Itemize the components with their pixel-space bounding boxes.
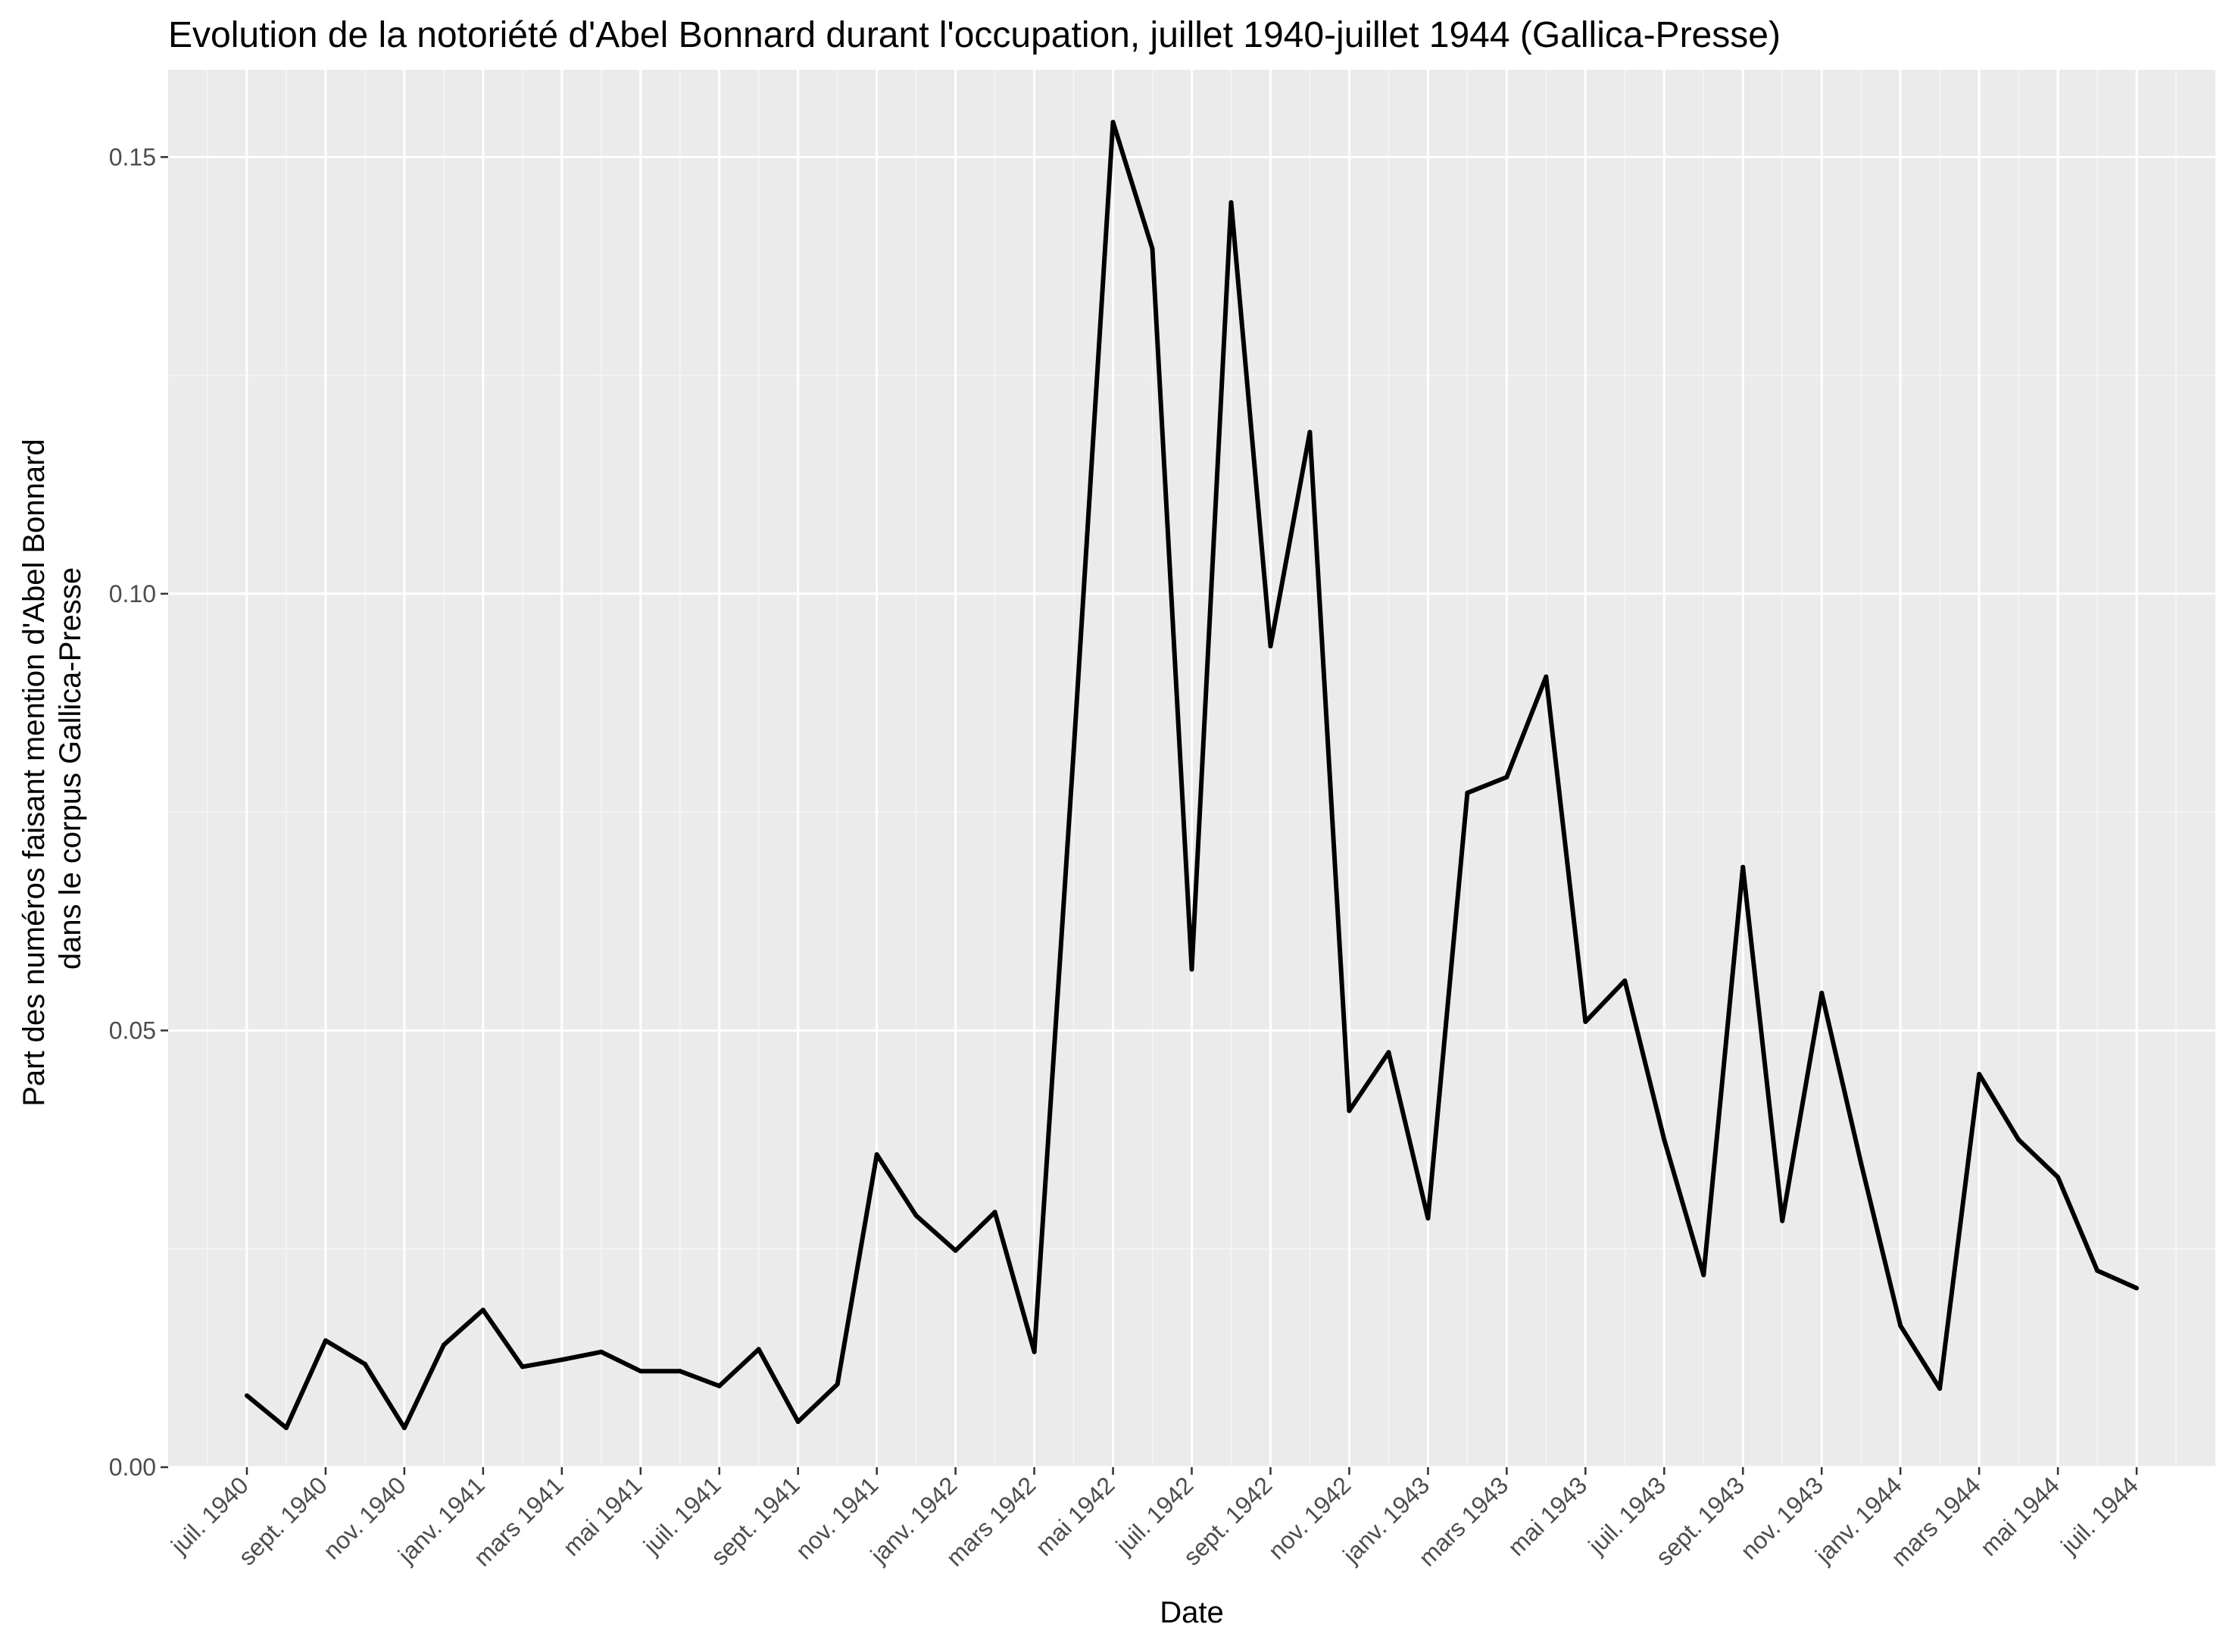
data-point (1740, 864, 1746, 870)
data-point (913, 1213, 919, 1218)
data-point (992, 1210, 997, 1215)
data-point (283, 1426, 289, 1431)
data-points (244, 120, 2140, 1431)
x-tick-label: juil. 1944 (2055, 1471, 2143, 1560)
data-point (520, 1364, 525, 1369)
data-point (716, 1383, 722, 1388)
data-point (1425, 1216, 1431, 1221)
data-point (2095, 1268, 2100, 1273)
data-point (1071, 748, 1076, 754)
data-point (1465, 790, 1470, 795)
x-axis-title: Date (1160, 1596, 1224, 1629)
grid-major (168, 70, 2215, 1469)
y-axis-title-line-2: dans le corpus Gallica-Presse (54, 567, 87, 970)
data-point (874, 1152, 879, 1157)
y-axis-title-line-1: Part des numéros faisant mention d'Abel … (17, 439, 51, 1106)
data-point (244, 1393, 249, 1398)
data-point (2056, 1175, 2061, 1180)
x-tick-label: mai 1941 (557, 1471, 648, 1561)
y-tick-label: 0.00 (109, 1454, 156, 1481)
data-point (1819, 990, 1825, 995)
data-point (401, 1426, 407, 1431)
data-point (1977, 1072, 1982, 1077)
data-point (1386, 1050, 1391, 1055)
data-point (1859, 1160, 1864, 1166)
data-point (441, 1342, 446, 1348)
data-point (2134, 1285, 2140, 1291)
data-point (795, 1419, 801, 1425)
data-point (1583, 1019, 1588, 1024)
data-point (1347, 1108, 1352, 1113)
data-point (1110, 120, 1116, 125)
data-point (1898, 1323, 1903, 1329)
data-point (677, 1369, 682, 1374)
data-point (835, 1382, 840, 1387)
data-point (953, 1248, 958, 1254)
data-point (1189, 967, 1194, 972)
x-tick-label: mai 1943 (1503, 1471, 1593, 1561)
data-point (598, 1349, 604, 1354)
data-point (2016, 1137, 2021, 1142)
data-point (1268, 644, 1273, 649)
data-point (1701, 1273, 1706, 1278)
x-tick-label: mai 1942 (1030, 1471, 1120, 1561)
y-tick-label: 0.10 (109, 580, 156, 607)
data-point (638, 1369, 643, 1374)
data-point (1307, 429, 1313, 435)
y-tick-label: 0.15 (109, 143, 156, 170)
data-point (1544, 674, 1549, 679)
data-point (1228, 200, 1234, 205)
data-point (362, 1361, 367, 1366)
y-axis-title: Part des numéros faisant mention d'Abel … (17, 430, 87, 1107)
data-point (323, 1338, 328, 1343)
y-axis: 0.00 0.05 0.10 0.15 (109, 143, 168, 1481)
chart-title: Evolution de la notoriété d'Abel Bonnard… (168, 15, 1781, 55)
data-point (559, 1357, 564, 1363)
data-point (1780, 1218, 1785, 1223)
data-point (1150, 246, 1155, 251)
data-point (756, 1347, 761, 1352)
data-point (1504, 775, 1509, 780)
data-point (1032, 1349, 1037, 1354)
y-tick-label: 0.05 (109, 1016, 156, 1044)
data-point (1662, 1137, 1667, 1142)
data-point (1937, 1386, 1943, 1391)
data-point (1622, 978, 1628, 983)
data-point (480, 1307, 485, 1313)
x-tick-label: mai 1944 (1975, 1471, 2065, 1561)
